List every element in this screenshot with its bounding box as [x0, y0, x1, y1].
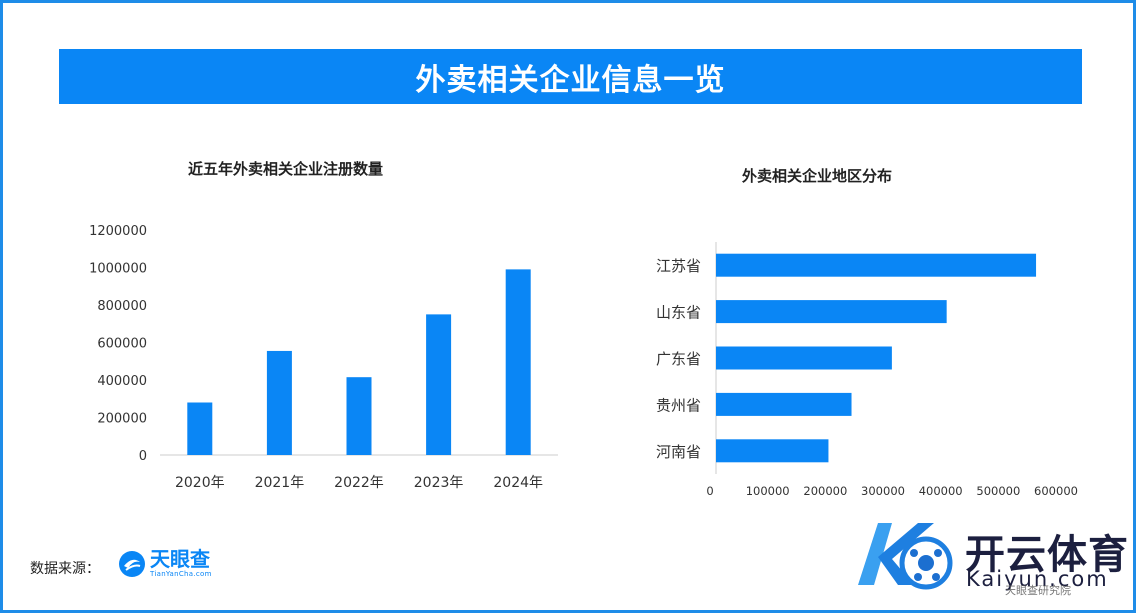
y-tick-label: 1000000	[89, 262, 147, 277]
y-tick-label: 广东省	[656, 350, 701, 368]
y-tick-label: 1200000	[89, 224, 147, 239]
x-tick-label: 2024年	[493, 475, 543, 491]
bar-2024年	[505, 269, 531, 455]
x-tick-label: 300000	[861, 484, 905, 498]
x-tick-label: 200000	[803, 484, 847, 498]
bar-2021年	[266, 350, 292, 455]
y-tick-label: 贵州省	[656, 396, 701, 414]
y-tick-label: 河南省	[656, 443, 701, 461]
page-title: 外卖相关企业信息一览	[415, 62, 726, 98]
x-tick-label: 2020年	[175, 475, 225, 491]
x-tick-label: 2022年	[334, 475, 384, 491]
bar-2022年	[346, 377, 372, 455]
x-tick-label: 0	[706, 484, 713, 498]
watermark-brand-en: Kaiyun.com	[966, 567, 1109, 591]
bar-贵州省	[716, 392, 852, 416]
y-tick-label: 山东省	[656, 304, 701, 322]
tianyancha-logo-cn: 天眼查	[150, 547, 210, 571]
region-chart-title: 外卖相关企业地区分布	[742, 167, 893, 185]
y-tick-label: 400000	[97, 374, 147, 389]
bar-广东省	[716, 346, 892, 370]
y-tick-label: 600000	[97, 337, 147, 352]
kaiyun-logo-icon	[858, 523, 953, 590]
watermark-brand-cn: 开云体育	[965, 532, 1129, 578]
bar-chart-title: 近五年外卖相关企业注册数量	[188, 160, 384, 178]
source-label: 数据来源：	[30, 561, 100, 577]
bar-河南省	[716, 439, 829, 463]
tianyancha-logo-en: TianYanCha.com	[150, 570, 212, 578]
x-tick-label: 600000	[1034, 484, 1078, 498]
y-tick-label: 200000	[97, 412, 147, 427]
x-tick-label: 400000	[919, 484, 963, 498]
y-tick-label: 江苏省	[656, 257, 701, 275]
x-tick-label: 100000	[746, 484, 790, 498]
bar-2023年	[426, 314, 452, 455]
x-tick-label: 2021年	[255, 475, 305, 491]
y-tick-label: 800000	[97, 299, 147, 314]
watermark-small-text: 天眼查研究院	[1005, 584, 1071, 597]
bar-2020年	[187, 402, 213, 455]
x-tick-label: 500000	[976, 484, 1020, 498]
tianyancha-icon	[119, 550, 145, 577]
y-tick-label: 0	[139, 449, 147, 464]
bar-山东省	[716, 300, 947, 324]
bar-江苏省	[716, 253, 1037, 277]
title-banner: 外卖相关企业信息一览	[59, 49, 1082, 104]
tianyancha-logo: 天眼查 TianYanCha.com	[118, 549, 212, 578]
registration-bar-chart: 0 200000 400000 600000 800000 1000000 1200000 2…	[89, 224, 558, 491]
x-tick-label: 2023年	[414, 475, 464, 491]
